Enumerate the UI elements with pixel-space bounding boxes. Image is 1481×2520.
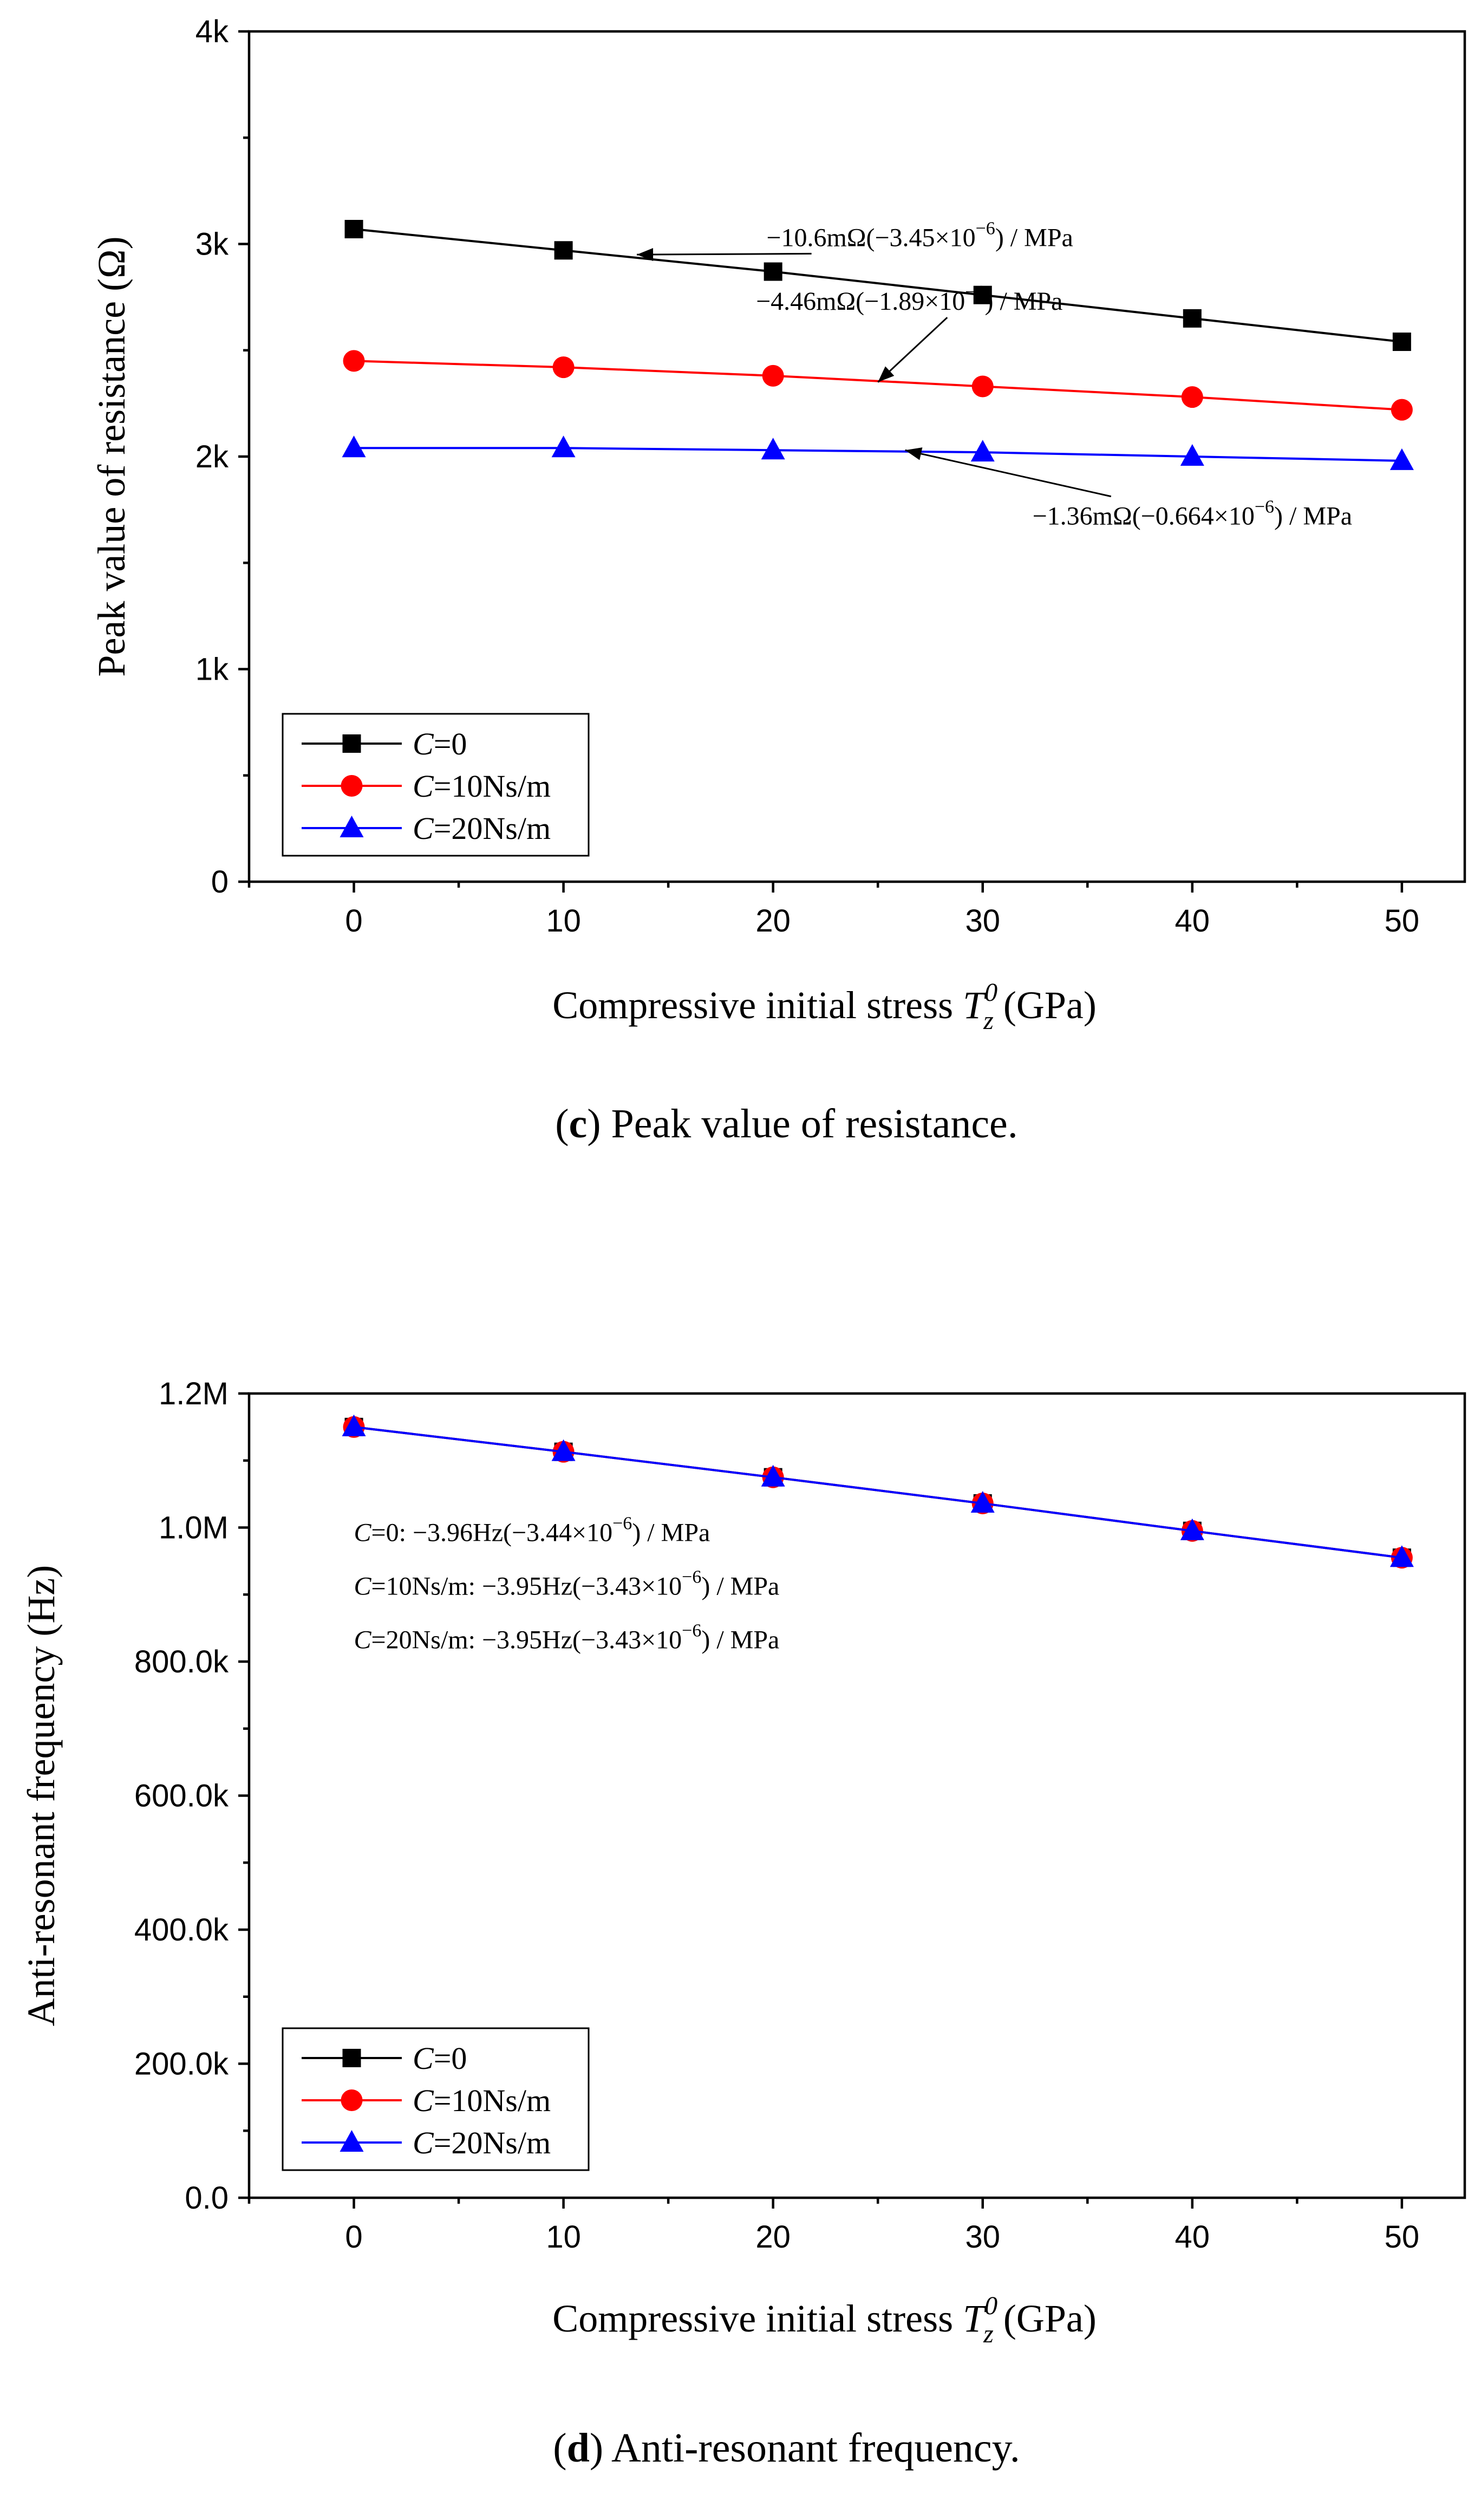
series-2 [342, 435, 1414, 470]
legend-label: C=20Ns/m [413, 811, 551, 846]
data-point [970, 440, 995, 462]
data-point [1180, 1518, 1204, 1540]
chart-peak-resistance: 0 1k 2k 3k 4k 0 10 20 30 40 50 Peak value of resist… [90, 14, 1466, 1147]
legend-label: C=20Ns/m [413, 2125, 551, 2160]
slope-annotation: −4.46mΩ(−1.89×10−6) / MPa [756, 282, 1062, 316]
data-point [761, 1464, 785, 1487]
series-line [354, 1425, 1402, 1559]
data-point [1180, 444, 1204, 466]
y-tick-label: 0 [211, 864, 229, 900]
x-tick-label: 50 [1385, 903, 1420, 939]
y-tick-label: 200.0k [134, 2047, 229, 2082]
data-point [342, 435, 366, 458]
data-point [971, 375, 994, 398]
data-point [761, 438, 785, 460]
data-point [1389, 448, 1414, 470]
x-tick-label: 20 [755, 903, 791, 939]
legend-marker [342, 2049, 361, 2067]
data-point [344, 220, 363, 239]
x-tick-label: 40 [1175, 903, 1210, 939]
data-point [1183, 309, 1202, 328]
chart-anti-resonant-frequency: 0.0 200.0k 400.0k 600.0k 800.0k 1.0M 1.2M 0 10 20… [19, 1376, 1466, 2471]
data-point [1392, 333, 1411, 351]
x-tick-label: 10 [546, 903, 581, 939]
slope-annotation: C=0: −3.96Hz(−3.44×10−6) / MPa [354, 1513, 710, 1547]
legend-marker [340, 816, 364, 837]
data-point [973, 285, 992, 304]
y-tick-label: 600.0k [134, 1779, 229, 1814]
y-tick-label: 400.0k [134, 1912, 229, 1948]
data-point [342, 1414, 366, 1436]
data-point [762, 364, 784, 387]
data-point [552, 356, 575, 379]
data-point [551, 1439, 576, 1461]
annotation-arrowhead [878, 366, 895, 382]
y-axis-title: Anti-resonant frequency (Hz) [19, 1565, 63, 2027]
slope-annotation: C=20Ns/m: −3.95Hz(−3.43×10−6) / MPa [354, 1620, 780, 1654]
x-axis-title: Compressive initial stress T0 z (GPa) [552, 978, 1097, 1035]
series-1 [343, 350, 1413, 421]
x-tick-label: 20 [755, 2219, 791, 2255]
y-tick-label: 3k [195, 227, 229, 262]
y-axis-title: Peak value of resistance (Ω) [90, 236, 133, 676]
data-point [554, 241, 573, 260]
legend-label: C=0 [413, 726, 467, 761]
legend-marker [341, 775, 363, 797]
y-tick-label: 2k [195, 439, 229, 474]
data-point [1389, 1545, 1414, 1567]
annotation-arrow-line [905, 449, 1112, 498]
y-tick-label: 0.0 [185, 2180, 229, 2216]
slope-annotation: −1.36mΩ(−0.664×10−6) / MPa [1033, 497, 1352, 531]
legend-marker [342, 734, 361, 753]
slope-annotation: C=10Ns/m: −3.95Hz(−3.43×10−6) / MPa [354, 1567, 780, 1600]
slope-annotation: −10.6mΩ(−3.45×10−6) / MPa [766, 218, 1073, 252]
x-tick-label: 40 [1175, 2219, 1210, 2255]
series-0 [344, 220, 1411, 351]
figure-caption: (d) Anti-resonant frequency. [553, 2425, 1020, 2471]
legend-label: C=0 [413, 2041, 467, 2076]
figure-caption: (c) Peak value of resistance. [555, 1101, 1018, 1147]
legend-marker [340, 2130, 364, 2152]
y-tick-label: 1.0M [159, 1510, 229, 1546]
x-tick-label: 30 [965, 903, 1000, 939]
series-2 [342, 1414, 1414, 1567]
x-tick-label: 0 [345, 903, 362, 939]
annotation-arrowhead [905, 447, 923, 460]
legend: C=0 C=10Ns/m C=20Ns/m [282, 713, 590, 857]
series-line [354, 228, 1402, 343]
x-tick-label: 30 [965, 2219, 1000, 2255]
data-point [1391, 399, 1413, 421]
y-tick-label: 800.0k [134, 1644, 229, 1679]
data-point [551, 435, 576, 458]
series-line [354, 447, 1402, 462]
data-point [764, 262, 782, 281]
legend-label: C=10Ns/m [413, 769, 551, 804]
series-line [354, 360, 1402, 411]
x-axis-title: Compressive initial stress T0 z (GPa) [552, 2291, 1097, 2348]
legend-marker [341, 2089, 363, 2111]
legend-label: C=10Ns/m [413, 2083, 551, 2118]
data-point [1181, 386, 1203, 408]
data-point [343, 350, 365, 372]
x-tick-label: 50 [1385, 2219, 1420, 2255]
annotation-arrow-line [637, 252, 812, 256]
data-point [970, 1490, 995, 1513]
y-tick-label: 1k [195, 652, 229, 687]
y-tick-label: 4k [195, 14, 229, 49]
legend: C=0 C=10Ns/m C=20Ns/m [282, 2027, 590, 2171]
annotation-arrowhead [637, 248, 654, 261]
x-tick-label: 10 [546, 2219, 581, 2255]
x-tick-label: 0 [345, 2219, 362, 2255]
y-tick-label: 1.2M [159, 1376, 229, 1411]
